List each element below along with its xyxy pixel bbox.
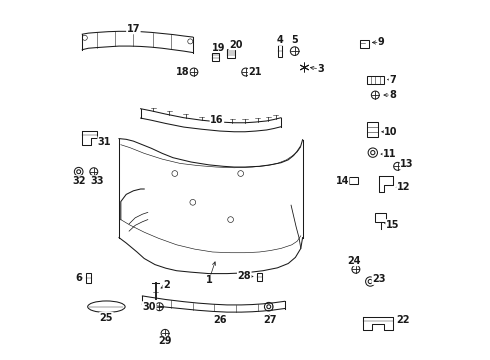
Text: 12: 12 [396,182,410,192]
Text: 27: 27 [264,315,277,325]
Text: 9: 9 [378,37,385,48]
Text: 23: 23 [372,274,386,284]
Text: 3: 3 [317,64,324,74]
Text: 24: 24 [348,256,361,266]
Text: 8: 8 [389,90,396,100]
Text: 19: 19 [212,42,225,53]
Text: 10: 10 [385,127,398,137]
Bar [227,49,235,58]
Bar [375,213,386,222]
Text: 32: 32 [72,176,85,186]
Polygon shape [363,317,392,330]
Bar [349,177,358,184]
Text: 22: 22 [396,315,410,325]
Text: 14: 14 [336,176,349,186]
Bar [212,53,219,61]
Text: 13: 13 [400,159,414,169]
Text: 25: 25 [99,312,113,323]
Text: 30: 30 [143,302,156,312]
Text: 20: 20 [229,40,243,50]
Text: 21: 21 [248,67,262,77]
Polygon shape [82,131,98,145]
Ellipse shape [88,301,125,312]
Text: 4: 4 [276,35,283,45]
Text: 18: 18 [175,67,189,77]
Bar [360,40,369,48]
Bar [368,122,378,137]
Text: 33: 33 [90,176,103,186]
Text: 2: 2 [163,280,170,290]
Text: 16: 16 [210,114,223,125]
Text: 29: 29 [158,336,172,346]
Text: 15: 15 [386,220,399,230]
Text: 1: 1 [206,275,212,285]
Text: 5: 5 [291,35,298,45]
Polygon shape [379,176,392,192]
Text: 11: 11 [383,149,396,159]
Text: 7: 7 [389,75,396,85]
Bar [257,273,262,281]
Text: 31: 31 [98,137,111,147]
Bar [278,45,282,57]
Text: 17: 17 [126,24,140,34]
Text: 28: 28 [238,271,251,282]
Bar [367,76,384,84]
Text: 6: 6 [75,273,82,283]
Bar [86,273,91,283]
Text: 26: 26 [213,315,226,325]
